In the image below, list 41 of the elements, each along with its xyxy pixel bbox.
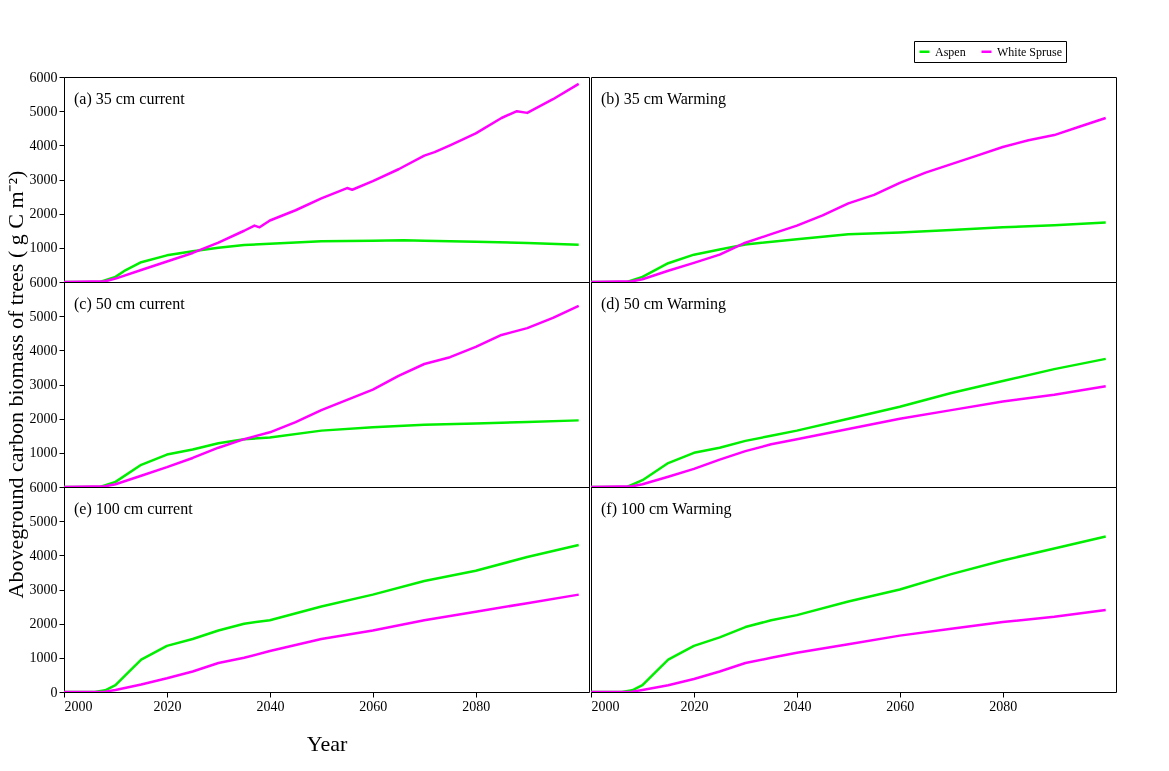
y-tick-label: 5000 bbox=[29, 308, 58, 324]
x-tick-label: 2000 bbox=[64, 698, 93, 714]
y-tick-label: 2000 bbox=[29, 411, 58, 427]
y-tick-label: 3000 bbox=[29, 582, 58, 597]
y-tick-label: 3000 bbox=[29, 377, 58, 392]
annotation: (d) 50 cm Warming bbox=[601, 295, 727, 313]
x-tick-label: 2060 bbox=[886, 698, 915, 714]
x-tick-label: 2000 bbox=[591, 698, 620, 714]
y-tick-label: 4000 bbox=[29, 547, 58, 563]
y-tick-label: 1000 bbox=[29, 650, 58, 666]
y-tick-label: 1000 bbox=[29, 240, 58, 256]
annotation: (a) 35 cm current bbox=[74, 90, 186, 108]
y-tick-label: 6000 bbox=[29, 274, 58, 290]
y-tick-label: 5000 bbox=[29, 103, 58, 119]
y-tick-label: 4000 bbox=[29, 342, 58, 358]
y-tick-label: 5000 bbox=[29, 513, 58, 529]
annotation: (f) 100 cm Warming bbox=[601, 500, 732, 518]
legend-label: Aspen bbox=[935, 44, 966, 59]
y-tick-label: 6000 bbox=[29, 479, 58, 495]
y-tick-label: 0 bbox=[50, 684, 58, 700]
annotation: (e) 100 cm current bbox=[74, 500, 194, 518]
annotation: (b) 35 cm Warming bbox=[601, 90, 727, 108]
x-tick-label: 2020 bbox=[153, 698, 182, 714]
x-tick-label: 2040 bbox=[783, 698, 812, 714]
x-tick-label: 2020 bbox=[680, 698, 709, 714]
line-series bbox=[64, 593, 580, 692]
line-series bbox=[64, 82, 580, 282]
y-tick-label: 2000 bbox=[29, 206, 58, 222]
x-tick-label: 2080 bbox=[462, 698, 491, 714]
y-tick-label: 4000 bbox=[29, 137, 58, 153]
x-tick-label: 2080 bbox=[989, 698, 1018, 714]
x-tick-label: 2060 bbox=[359, 698, 388, 714]
y-tick-label: 1000 bbox=[29, 445, 58, 461]
annotation: (c) 50 cm current bbox=[74, 295, 186, 313]
y-axis-title: Aboveground carbon biomass of trees ( g C m⁻²) bbox=[3, 170, 28, 599]
x-tick-label: 2040 bbox=[256, 698, 285, 714]
x-axis-title: Year bbox=[306, 730, 348, 756]
y-tick-label: 6000 bbox=[29, 69, 58, 85]
legend-label: White Spruse bbox=[997, 44, 1062, 59]
y-tick-label: 2000 bbox=[29, 616, 58, 632]
y-tick-label: 3000 bbox=[29, 172, 58, 187]
